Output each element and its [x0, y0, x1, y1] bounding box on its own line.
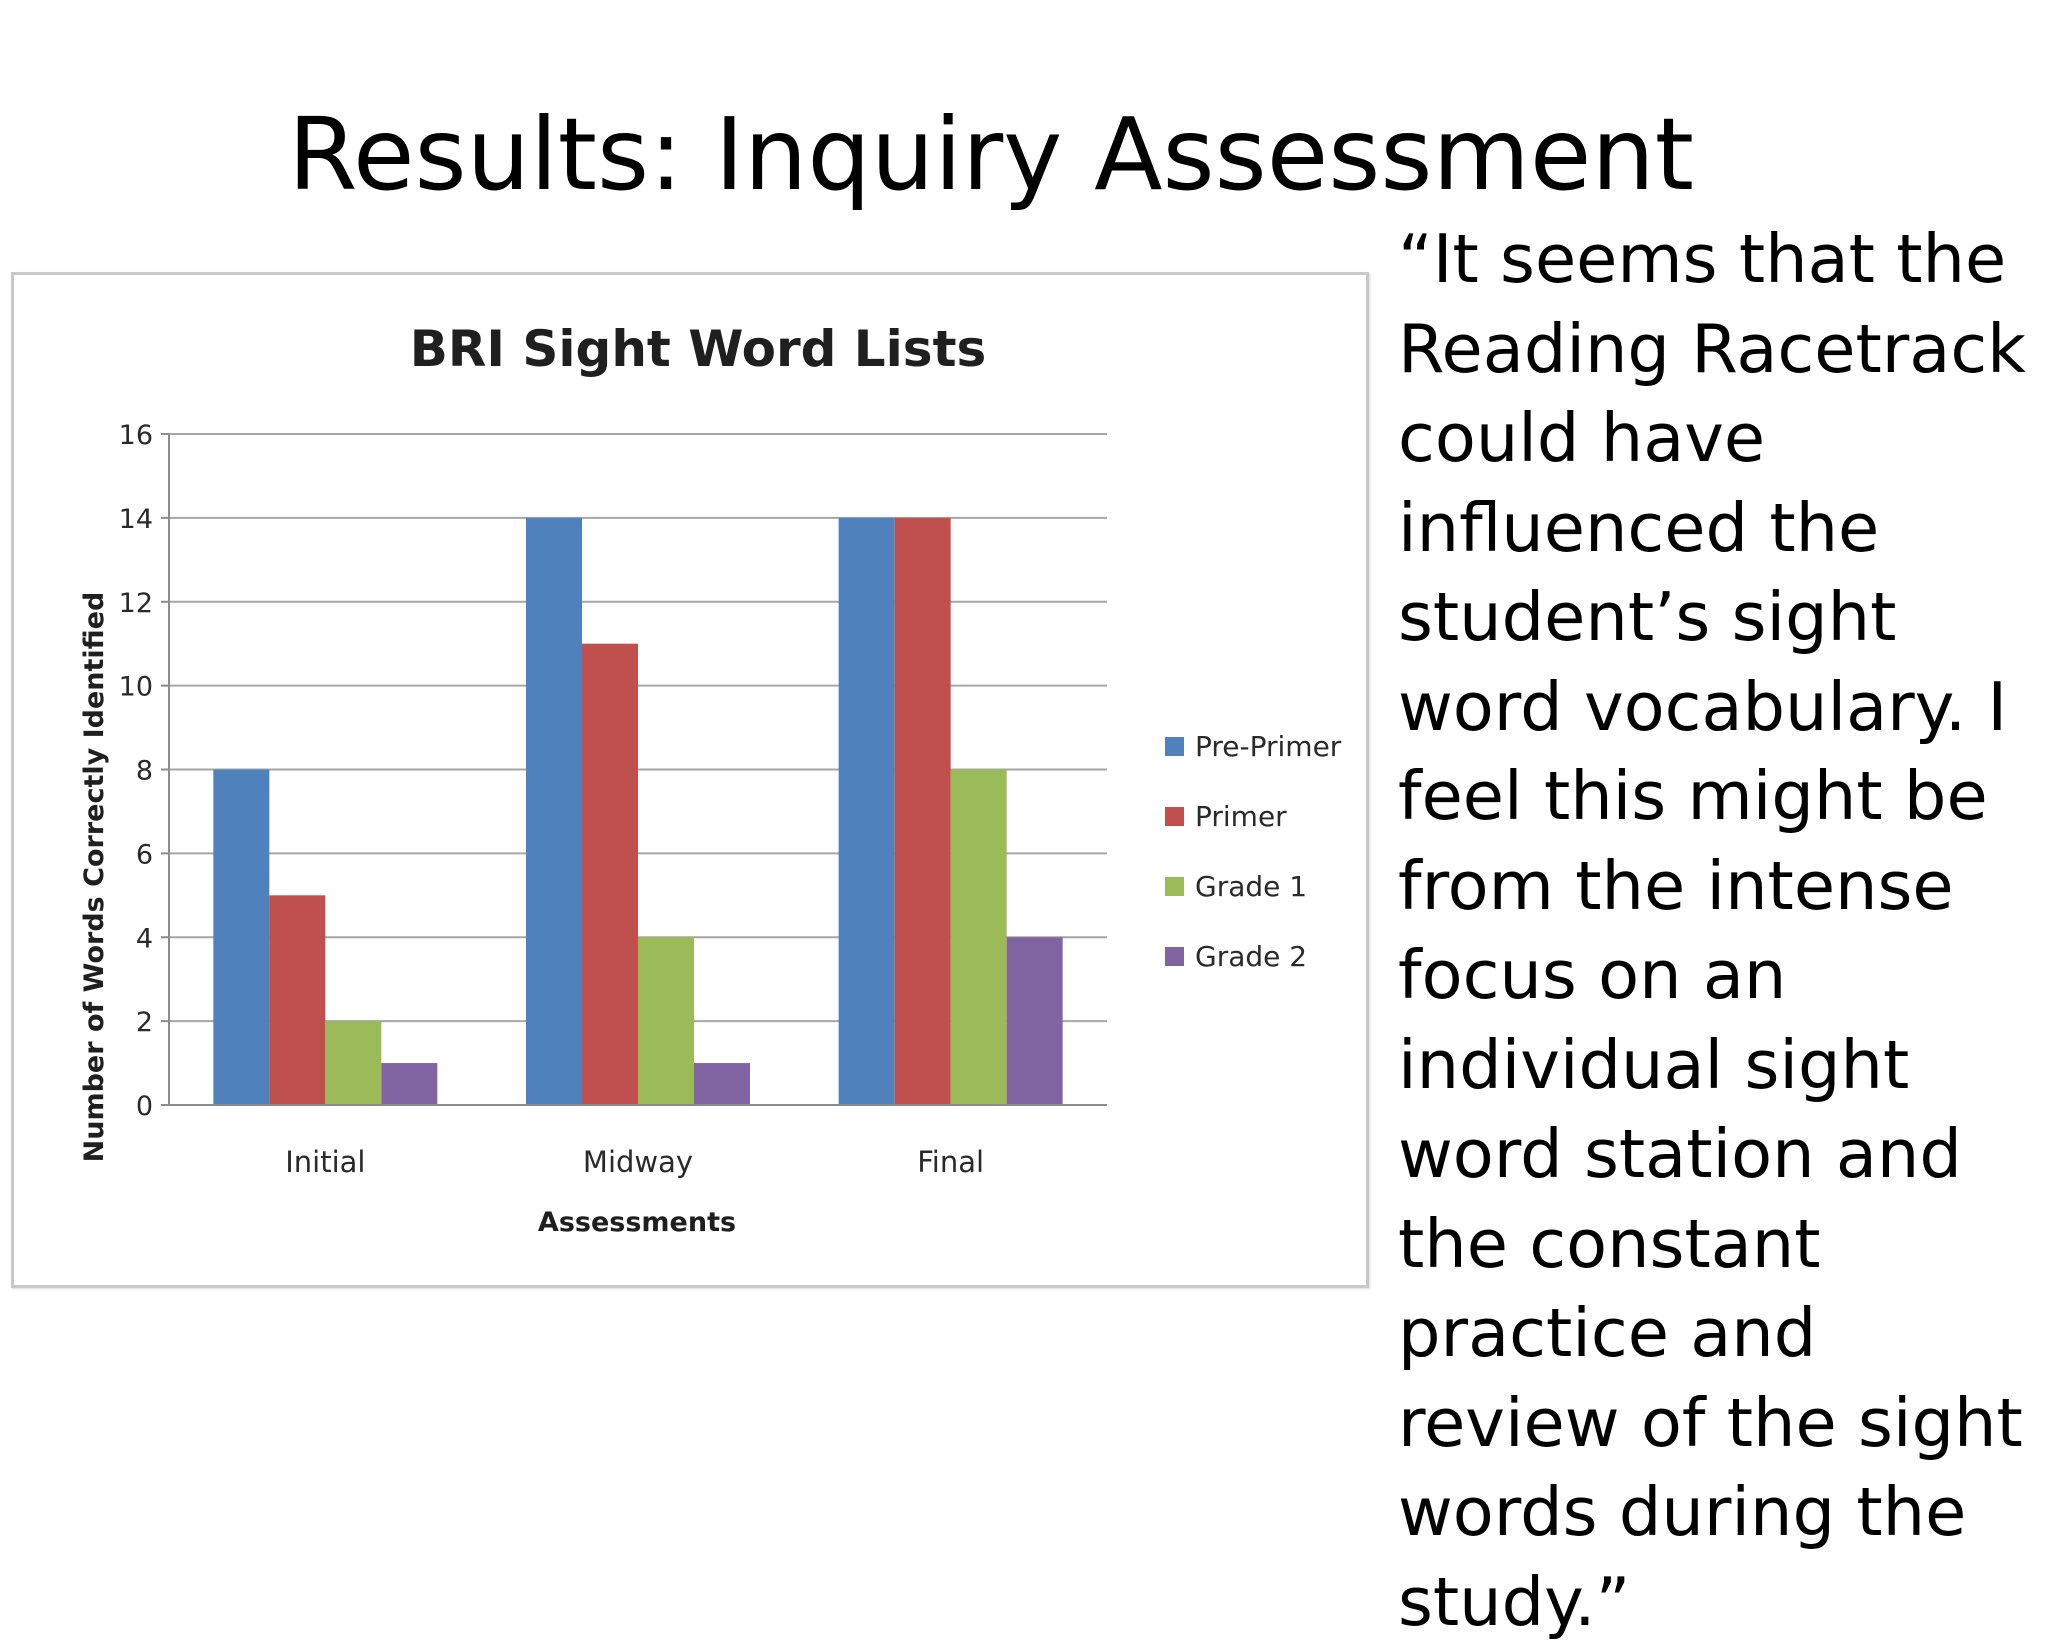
bar-primer-final [894, 517, 951, 1105]
legend: Pre-Primer Primer Grade 1 Grade 2 [1165, 730, 1342, 973]
legend-swatch [1165, 877, 1184, 896]
bar-grade-1-midway [638, 937, 694, 1105]
bar-grade-2-midway [694, 1063, 750, 1105]
chart-frame: BRI Sight Word Lists 0 2 4 6 8 10 12 14 16 Initi… [11, 272, 1369, 1288]
bar-grade-2-final [1006, 937, 1063, 1105]
bar-pre-primer-midway [526, 517, 582, 1105]
bar-primer-midway [582, 643, 638, 1105]
x-category-label: Midway [583, 1145, 693, 1179]
legend-label: Pre-Primer [1195, 730, 1342, 763]
x-category-labels: Initial Midway Final [285, 1145, 984, 1179]
chart-title: BRI Sight Word Lists [410, 320, 986, 378]
legend-swatch [1165, 807, 1184, 826]
y-tick-label: 6 [136, 839, 153, 870]
legend-swatch [1165, 737, 1184, 756]
bar-grade-2-initial [381, 1063, 438, 1105]
y-tick-label: 0 [136, 1091, 153, 1122]
bar-pre-primer-final [838, 517, 895, 1105]
y-tick-label: 8 [136, 756, 153, 787]
legend-label: Grade 2 [1195, 940, 1307, 973]
bar-grade-1-final [950, 769, 1007, 1105]
bar-grade-1-initial [325, 1021, 382, 1105]
y-tick-label: 14 [119, 504, 153, 535]
y-tick-label: 2 [136, 1007, 153, 1038]
bar-pre-primer-initial [213, 769, 270, 1105]
x-axis-title: Assessments [538, 1207, 736, 1238]
legend-label: Primer [1195, 800, 1287, 833]
bars [213, 517, 1063, 1105]
y-tick-label: 10 [119, 672, 153, 703]
bar-primer-initial [269, 895, 326, 1105]
y-tick-label: 4 [136, 923, 153, 954]
x-category-label: Initial [285, 1145, 365, 1179]
y-tick-labels: 0 2 4 6 8 10 12 14 16 [119, 420, 153, 1122]
y-tick-label: 12 [119, 588, 153, 619]
bar-chart: BRI Sight Word Lists 0 2 4 6 8 10 12 14 16 Initi… [79, 320, 1342, 1238]
x-category-label: Final [917, 1145, 984, 1179]
slide-title: Results: Inquiry Assessment [288, 96, 1695, 213]
legend-label: Grade 1 [1195, 870, 1307, 903]
axes [161, 434, 1107, 1106]
y-tick-label: 16 [119, 420, 153, 451]
legend-swatch [1165, 947, 1184, 966]
y-axis-title: Number of Words Correctly Identified [79, 592, 110, 1163]
quote-text: “It seems that the Reading Racetrack cou… [1398, 220, 2026, 1641]
